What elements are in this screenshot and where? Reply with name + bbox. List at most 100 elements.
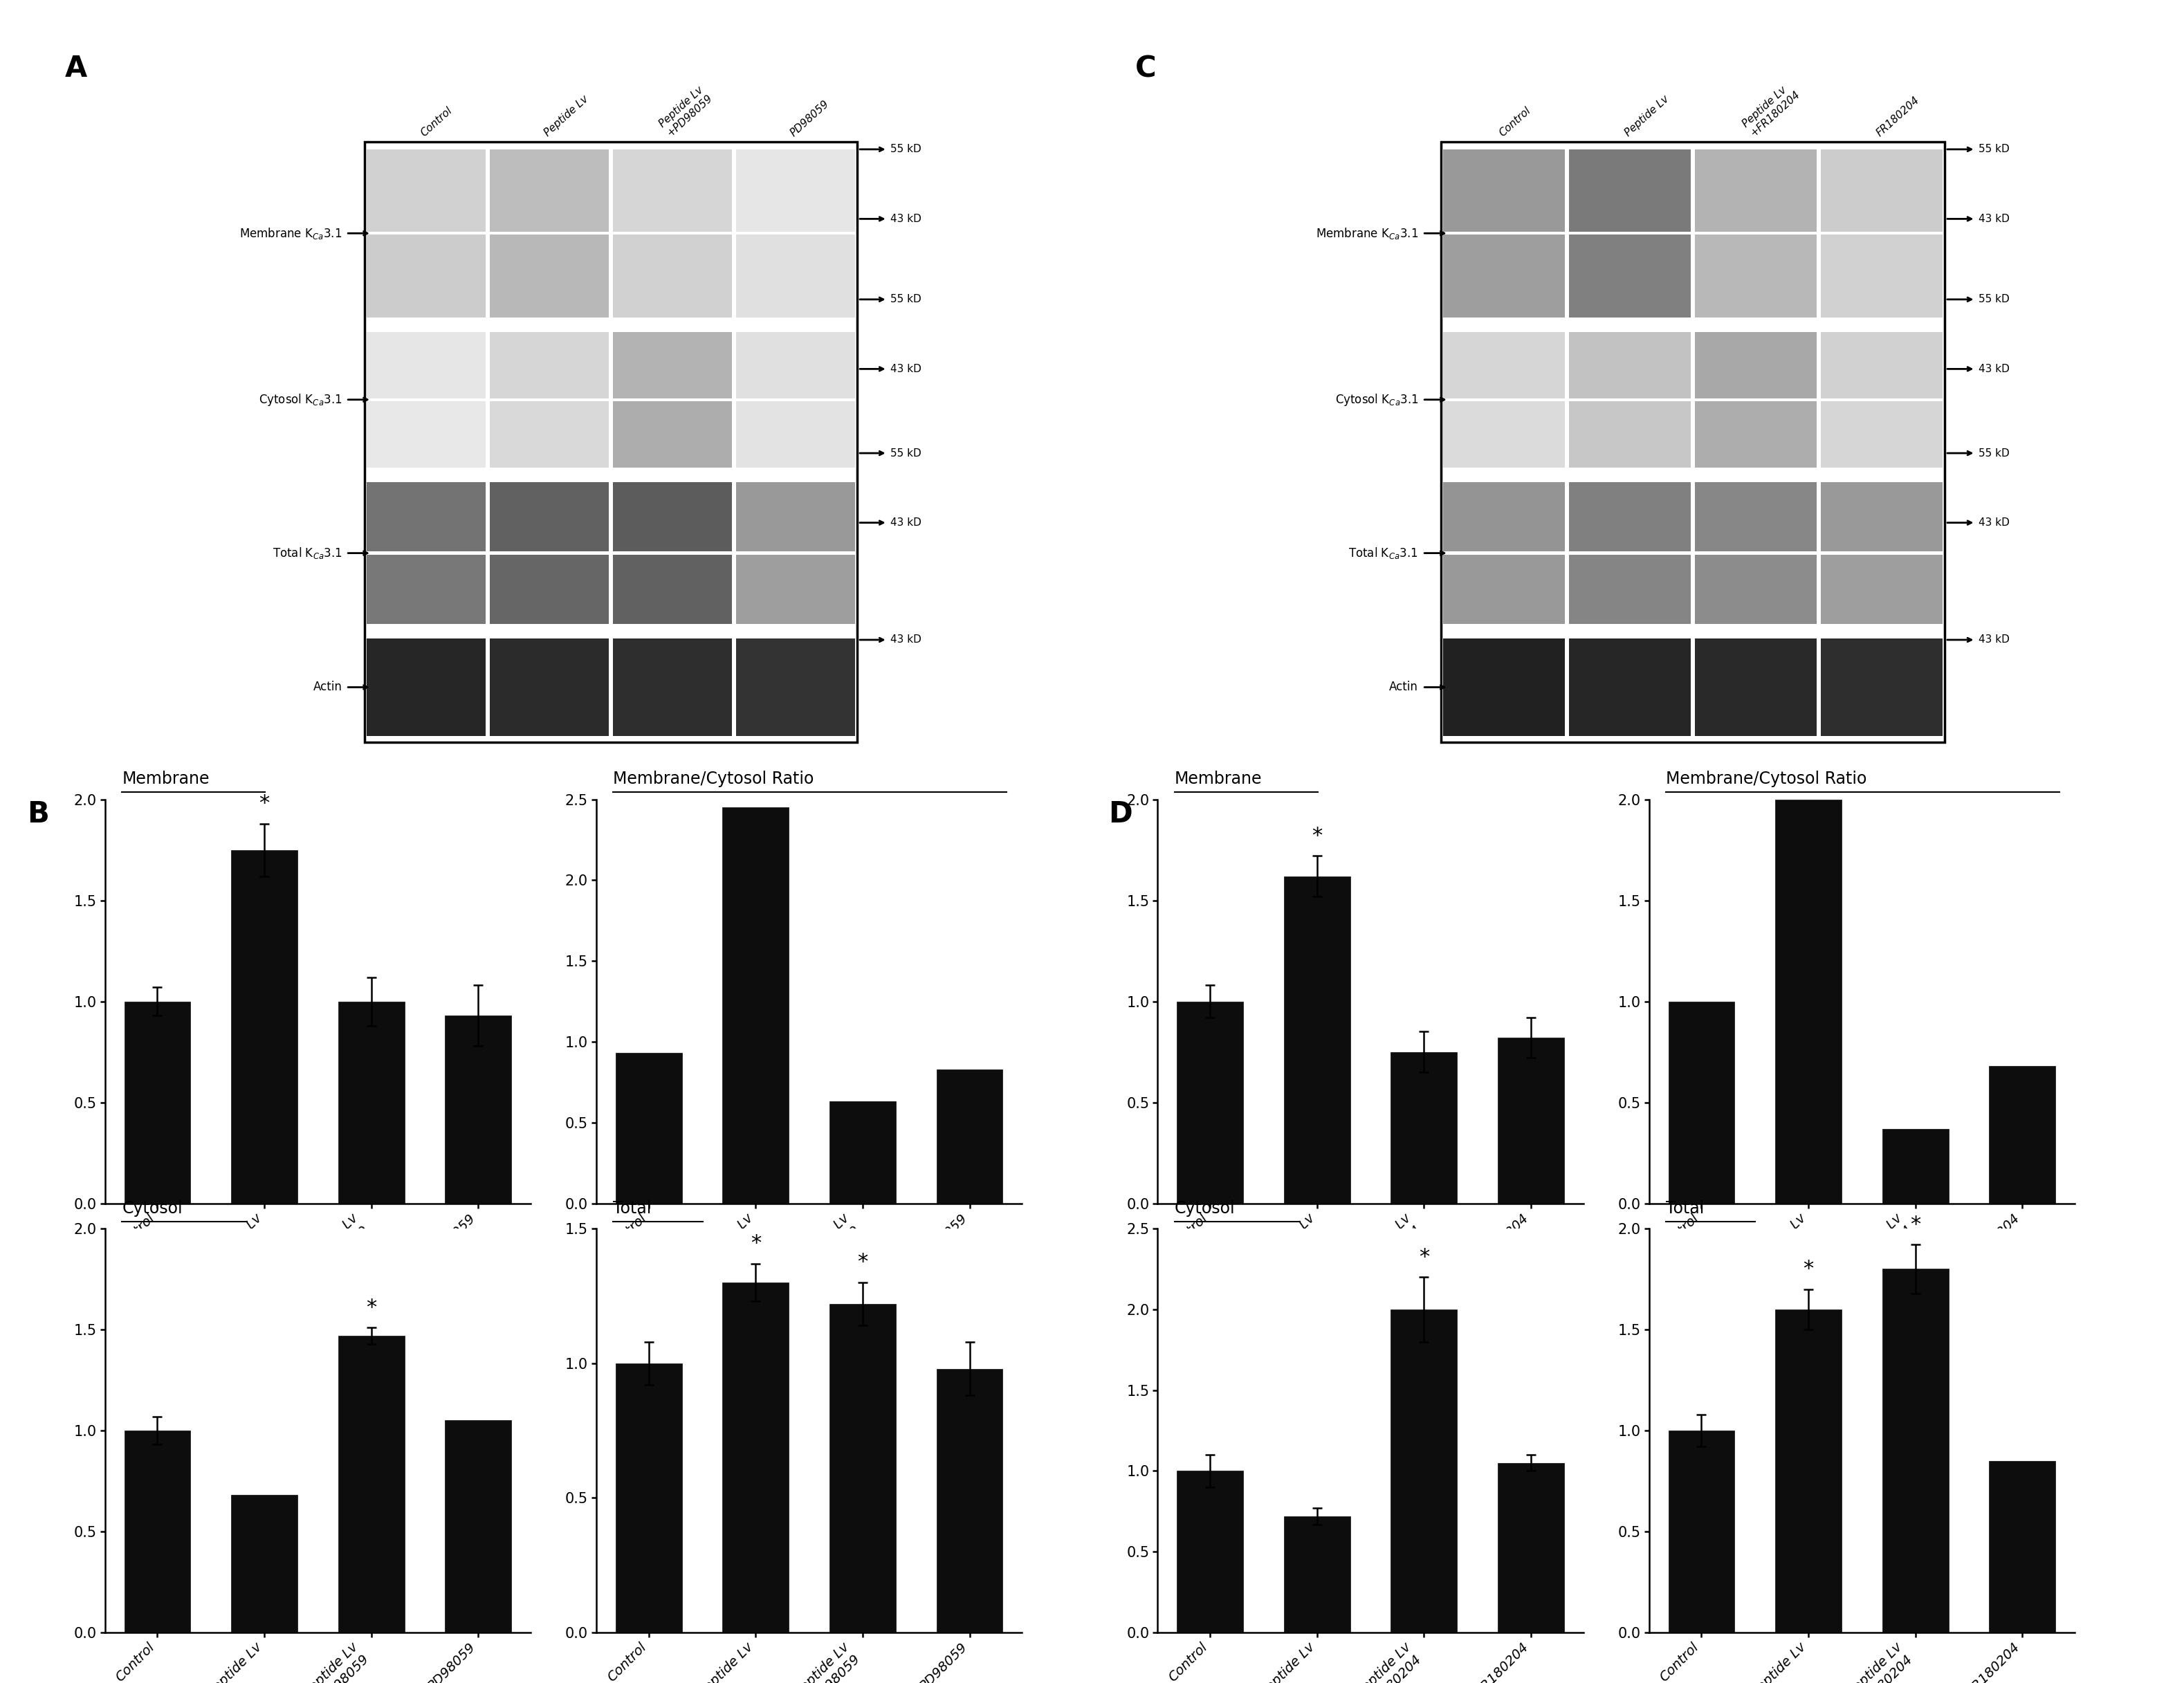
Bar [1444, 640, 1566, 735]
Text: *: * [260, 793, 269, 813]
Bar [614, 150, 732, 232]
Bar [1695, 234, 1817, 318]
Bar [616, 1054, 681, 1203]
Bar [1568, 401, 1690, 468]
Text: 55 kD: 55 kD [1979, 448, 2009, 458]
Text: Cytosol K$_{Ca}$3.1: Cytosol K$_{Ca}$3.1 [258, 392, 343, 407]
Bar [736, 555, 854, 624]
Text: Membrane/Cytosol Ratio: Membrane/Cytosol Ratio [1666, 771, 1867, 788]
Bar [1284, 877, 1350, 1203]
Bar [1498, 1463, 1564, 1633]
Bar [1990, 1065, 2055, 1203]
Bar [736, 481, 854, 552]
Bar [489, 234, 609, 318]
Bar [1695, 150, 1817, 232]
Bar [1821, 401, 1942, 468]
Bar [736, 332, 854, 399]
Bar [1441, 141, 1944, 742]
Bar [1444, 555, 1566, 624]
Bar [1444, 234, 1566, 318]
Bar [830, 1102, 895, 1203]
Bar [1821, 234, 1942, 318]
Bar [736, 640, 854, 735]
Bar [367, 555, 485, 624]
Text: 55 kD: 55 kD [891, 295, 922, 305]
Bar [124, 1001, 190, 1203]
Text: *: * [1804, 1259, 1813, 1279]
Bar [614, 555, 732, 624]
Bar [1883, 1129, 1948, 1203]
Text: Total K$_{Ca}$3.1: Total K$_{Ca}$3.1 [273, 545, 343, 560]
Text: Membrane/Cytosol Ratio: Membrane/Cytosol Ratio [614, 771, 815, 788]
Bar [339, 1336, 404, 1633]
Bar [614, 640, 732, 735]
Bar [1821, 332, 1942, 399]
Bar [1444, 401, 1566, 468]
Bar [1776, 799, 1841, 1203]
Bar [937, 1069, 1002, 1203]
Text: *: * [1911, 1215, 1920, 1235]
Bar [616, 1363, 681, 1633]
Text: Cytosol: Cytosol [122, 1200, 183, 1217]
Text: *: * [1420, 1247, 1428, 1267]
Text: Total K$_{Ca}$3.1: Total K$_{Ca}$3.1 [1350, 545, 1417, 560]
Bar [367, 481, 485, 552]
Text: *: * [858, 1252, 867, 1272]
Bar [736, 150, 854, 232]
Bar [1568, 234, 1690, 318]
Text: FR180204: FR180204 [1874, 94, 1922, 138]
Text: Control: Control [1496, 104, 1533, 138]
Bar [1695, 640, 1817, 735]
Bar [489, 481, 609, 552]
Text: Peptide Lv
+FR180204: Peptide Lv +FR180204 [1741, 79, 1802, 138]
Text: PD98059: PD98059 [788, 98, 832, 138]
Text: 55 kD: 55 kD [891, 448, 922, 458]
Bar [830, 1304, 895, 1633]
Bar [1444, 481, 1566, 552]
Text: Control: Control [419, 104, 454, 138]
Bar [367, 332, 485, 399]
Text: C: C [1136, 54, 1155, 82]
Text: *: * [367, 1298, 376, 1318]
Text: Cytosol: Cytosol [1175, 1200, 1236, 1217]
Text: 43 kD: 43 kD [891, 364, 922, 374]
Bar [1821, 481, 1942, 552]
Bar [1284, 1516, 1350, 1633]
Bar [1669, 1431, 1734, 1633]
Bar [1498, 1038, 1564, 1203]
Bar [339, 1001, 404, 1203]
Text: Cytosol K$_{Ca}$3.1: Cytosol K$_{Ca}$3.1 [1334, 392, 1417, 407]
Text: Peptide Lv: Peptide Lv [542, 94, 590, 138]
Bar [1568, 555, 1690, 624]
Bar [723, 808, 788, 1203]
Text: 43 kD: 43 kD [1979, 634, 2009, 645]
Bar [736, 234, 854, 318]
Bar [1695, 555, 1817, 624]
Bar [1695, 481, 1817, 552]
Bar [1444, 150, 1566, 232]
Text: Total: Total [1666, 1200, 1704, 1217]
Bar [232, 1495, 297, 1633]
Text: Membrane: Membrane [1175, 771, 1262, 788]
Bar [1177, 1471, 1243, 1633]
Text: A: A [66, 54, 87, 82]
Bar [446, 1420, 511, 1633]
Bar [723, 1282, 788, 1633]
Bar [1695, 401, 1817, 468]
Bar [614, 481, 732, 552]
Text: 55 kD: 55 kD [891, 145, 922, 155]
Bar [489, 150, 609, 232]
Bar [1821, 640, 1942, 735]
Bar [489, 640, 609, 735]
Bar [232, 850, 297, 1203]
Bar [1669, 1001, 1734, 1203]
Bar [1568, 150, 1690, 232]
Text: 43 kD: 43 kD [891, 214, 922, 224]
Bar [1883, 1269, 1948, 1633]
Bar [1990, 1461, 2055, 1633]
Bar [1821, 150, 1942, 232]
Text: Peptide Lv: Peptide Lv [1623, 94, 1671, 138]
Bar [1568, 640, 1690, 735]
Text: Membrane K$_{Ca}$3.1: Membrane K$_{Ca}$3.1 [240, 226, 343, 241]
Bar [446, 1015, 511, 1203]
